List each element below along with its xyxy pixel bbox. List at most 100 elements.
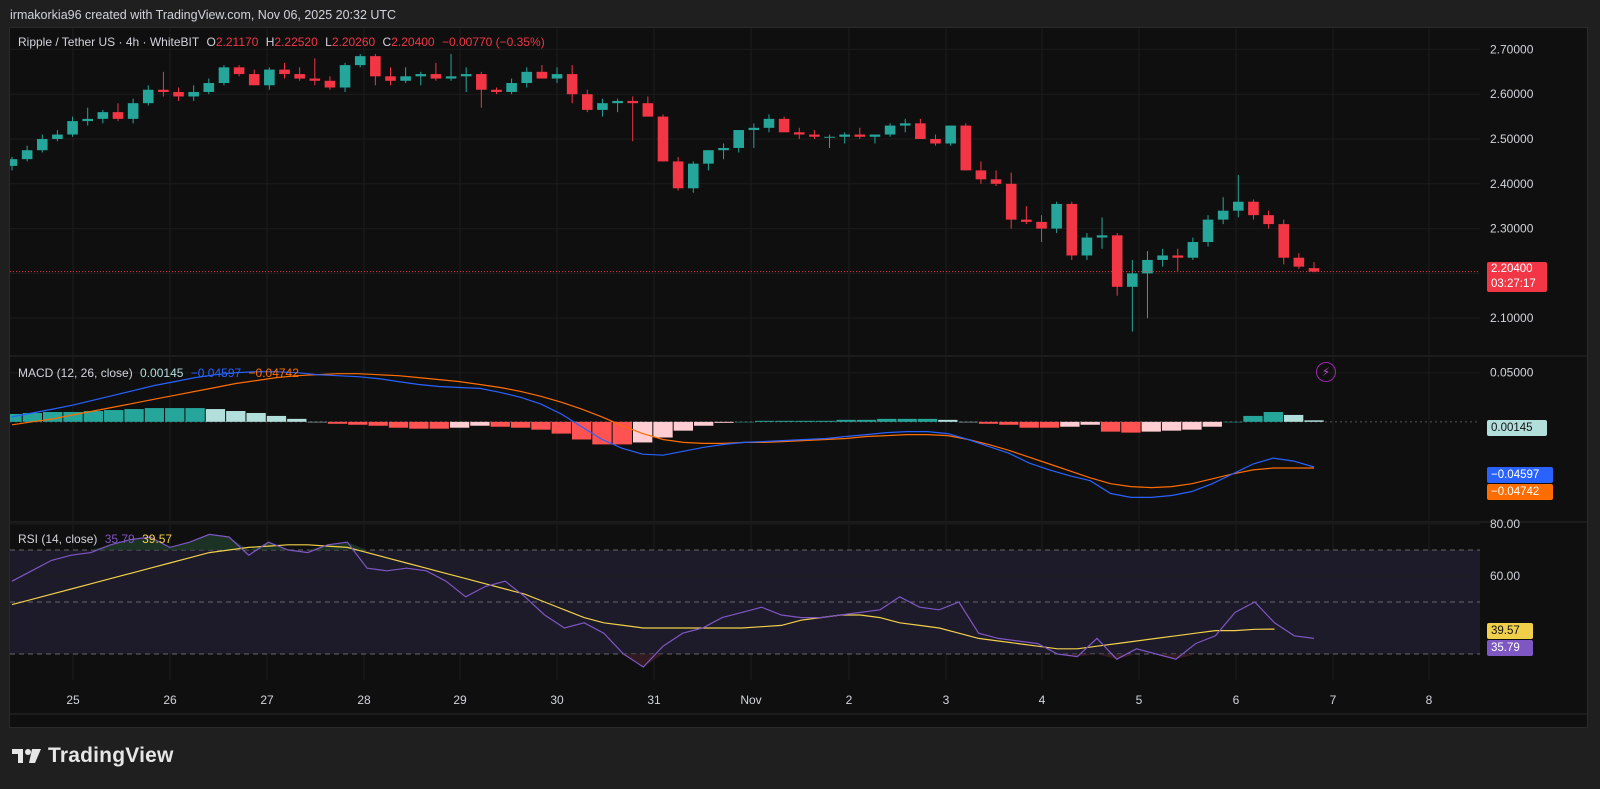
macd-histogram-bar (490, 421, 510, 427)
lightning-icon[interactable]: ⚡ (1316, 362, 1336, 382)
macd-histogram-bar (10, 413, 22, 422)
high-label: H (265, 35, 275, 49)
candle-body (521, 71, 533, 84)
candle-body (1096, 235, 1108, 238)
macd-histogram-bar (1161, 421, 1182, 431)
candle-body (415, 74, 427, 77)
candle-body (460, 74, 472, 77)
price-tick-label: 2.40000 (1490, 177, 1534, 191)
candle-body (778, 118, 790, 133)
candle-body (582, 94, 593, 110)
macd-histogram-bar (1060, 421, 1080, 427)
candle-body (642, 103, 654, 117)
candle-body (67, 121, 78, 135)
macd-histogram-bar (999, 421, 1019, 425)
macd-hist-value: 0.00145 (140, 366, 184, 380)
candle-body (430, 74, 442, 79)
candle-body (945, 125, 956, 144)
chart-frame[interactable]: 25 26 27 28 29 30 31 Nov 2 3 4 5 6 7 8 2.70000 2.60000 2.… (9, 27, 1588, 728)
macd-histogram-bar (226, 411, 246, 422)
candle-body (612, 100, 623, 104)
rsi-ma-tag: 39.57 (1487, 623, 1533, 639)
candle-body (52, 134, 63, 140)
countdown-value: 03:27:17 (1491, 278, 1536, 290)
rsi-label[interactable]: RSI (14, close) (18, 532, 98, 546)
macd-histogram-bar (287, 418, 307, 422)
candle-body (1005, 183, 1017, 220)
last-price-tag: 2.20400 03:27:17 (1487, 262, 1547, 292)
x-tick-label: 31 (647, 693, 661, 707)
macd-histogram-bar (714, 421, 734, 423)
candle-body (1066, 203, 1078, 256)
candle-body (1233, 201, 1244, 211)
tradingview-logo[interactable]: TradingView (12, 744, 174, 768)
candle-body (1172, 255, 1184, 258)
macd-histogram-bar (836, 419, 856, 422)
candle-body (839, 134, 850, 137)
macd-histogram-bar (1304, 420, 1324, 422)
candle-body (627, 100, 639, 104)
close-label: C (382, 35, 392, 49)
candle-body (672, 161, 684, 189)
candle-body (975, 170, 987, 180)
rsi-ma-value: 39.57 (142, 532, 173, 546)
x-tick-label: 4 (1039, 693, 1046, 707)
candle-body (1081, 237, 1093, 256)
candle-body (264, 69, 275, 86)
macd-histogram-bar (571, 421, 592, 440)
candle-body (97, 112, 109, 119)
rsi-value: 35.79 (104, 532, 135, 546)
candle-body (233, 67, 245, 75)
macd-hist-tag: 0.00145 (1487, 420, 1547, 436)
price-tick-label: 2.30000 (1490, 222, 1534, 236)
price-tick-label: 2.10000 (1490, 311, 1534, 325)
candle-body (158, 89, 169, 92)
rsi-tick-label: 60.00 (1490, 569, 1520, 583)
candle-body (869, 134, 881, 137)
macd-histogram-bar (104, 410, 124, 422)
candle-body (930, 139, 941, 144)
candle-body (21, 150, 33, 160)
candle-body (294, 74, 305, 79)
macd-histogram-bar (551, 421, 571, 434)
macd-histogram-bar (897, 418, 917, 422)
candle-body (1187, 242, 1199, 258)
candle-body (445, 76, 457, 79)
macd-histogram-bar (1080, 421, 1100, 425)
candle-body (1278, 224, 1290, 258)
credit-line: irmakorkia96 created with TradingView.co… (10, 8, 397, 22)
rsi-line (11, 533, 1315, 668)
candle-body (1248, 201, 1259, 216)
candle-body (82, 118, 93, 122)
macd-histogram-bar (1243, 415, 1263, 422)
macd-histogram-bar (246, 412, 266, 422)
macd-label[interactable]: MACD (12, 26, close) (18, 366, 133, 380)
open-label: O (206, 35, 216, 49)
chart-canvas[interactable]: 25 26 27 28 29 30 31 Nov 2 3 4 5 6 7 8 2.70000 2.60000 2.… (10, 28, 1587, 727)
macd-histogram-bar (938, 419, 958, 422)
candle-body (1157, 255, 1168, 260)
macd-histogram-bar (327, 421, 348, 424)
macd-signal-value: −0.04742 (248, 366, 299, 380)
candle-body (597, 103, 608, 110)
candle-body (1293, 257, 1305, 267)
open-value: 2.21170 (215, 35, 259, 49)
symbol-title[interactable]: Ripple / Tether US · 4h · WhiteBIT (18, 35, 200, 49)
macd-histogram-bar (1141, 421, 1161, 432)
candle-body (385, 76, 396, 81)
macd-histogram-bar (1019, 421, 1039, 428)
macd-histogram-bar (510, 421, 531, 428)
x-tick-label: 5 (1136, 693, 1143, 707)
candle-body (1036, 221, 1047, 229)
macd-histogram-bar (1121, 421, 1141, 433)
candle-body (990, 179, 1002, 184)
candle-body (112, 112, 124, 119)
macd-histogram-bar (917, 418, 938, 422)
macd-histogram-bar (83, 411, 104, 422)
candle-body (1142, 259, 1153, 274)
macd-line (11, 371, 1315, 498)
candle-body (506, 83, 517, 92)
candle-body (370, 56, 381, 77)
rsi-oversold-fill (12, 654, 1314, 667)
candle-body (248, 74, 260, 86)
